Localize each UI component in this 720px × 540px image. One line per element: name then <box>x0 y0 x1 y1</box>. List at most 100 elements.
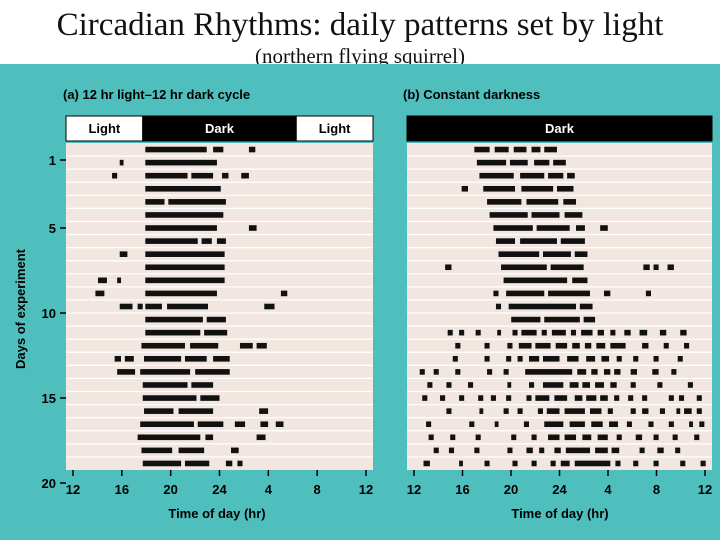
panel-b-activity-bar <box>564 434 577 441</box>
panel-a-activity-bar <box>140 369 191 375</box>
panel-b-title: (b) Constant darkness <box>403 87 540 102</box>
panel-b-xlabel: Time of day (hr) <box>511 506 608 521</box>
panel-b-activity-bar <box>531 146 541 153</box>
panel-b-activity-bar <box>546 408 560 414</box>
panel-b-activity-bar <box>520 172 545 179</box>
panel-b-activity-bar <box>541 329 547 336</box>
panel-b-activity-bar <box>572 342 580 349</box>
panel-b-activity-bar <box>564 212 583 218</box>
panel-b-activity-bar <box>616 434 622 441</box>
panel-b-activity-bar <box>422 395 428 401</box>
panel-b-activity-bar <box>663 342 669 349</box>
panel-b-activity-bar <box>535 395 550 401</box>
panel-b-activity-bar <box>529 382 535 388</box>
panel-b-activity-bar <box>531 460 537 467</box>
panel-b-activity-bar <box>550 460 556 467</box>
panel-a-activity-bar <box>280 290 288 297</box>
panel-a-activity-bar <box>248 225 257 231</box>
panel-a-activity-bar <box>145 238 198 244</box>
panel-a-activity-bar <box>213 356 230 362</box>
panel-b-activity-bar <box>642 342 649 349</box>
panel-a-y-tick-label: 10 <box>42 306 56 321</box>
panel-b-activity-bar <box>495 238 516 244</box>
panel-b-x-tick-label: 8 <box>653 482 660 497</box>
panel-b-activity-bar <box>512 329 518 336</box>
panel-b-activity-bar <box>455 369 461 375</box>
panel-a-activity-bar <box>137 303 143 310</box>
panel-a-activity-bar <box>204 329 228 336</box>
panel-b-activity-bar <box>581 329 593 336</box>
panel-a-activity-bar <box>260 421 269 428</box>
panel-a-x-tick-label: 4 <box>265 482 273 497</box>
panel-b-activity-bar <box>501 264 547 271</box>
panel-b-activity-bar <box>591 421 603 428</box>
panel-b-activity-bar <box>603 369 611 375</box>
panel-b-activity-bar <box>564 408 585 414</box>
panel-b-activity-bar <box>495 303 502 310</box>
actogram-figure: (a) 12 hr light–12 hr dark cycle Time of… <box>0 64 720 540</box>
panel-a-activity-bar <box>145 264 225 271</box>
panel-b-activity-bar <box>597 329 604 336</box>
panel-b-activity-bar <box>653 434 659 441</box>
panel-b-activity-bar <box>677 356 683 362</box>
panel-b-activity-bar <box>700 460 706 467</box>
panel-a-activity-bar <box>97 277 107 284</box>
panel-a-activity-bar <box>145 212 224 218</box>
panel-b-activity-bar <box>484 356 490 362</box>
panel-a-activity-bar <box>234 421 246 428</box>
panel-b-activity-bar <box>476 159 507 166</box>
panel-b-activity-bar <box>531 434 537 441</box>
panel-b-activity-bar <box>630 382 636 388</box>
panel-a-activity-bar <box>114 356 122 362</box>
panel-b-activity-bar <box>512 460 518 467</box>
panel-a-activity-bar <box>167 303 208 310</box>
panel-a-activity-bar <box>145 225 217 231</box>
panel-b-activity-bar <box>507 342 513 349</box>
panel-b-activity-bar <box>534 159 550 166</box>
panel-b-activity-bar <box>595 382 604 388</box>
panel-b-activity-bar <box>652 369 659 375</box>
panel-a-x-tick-label: 20 <box>163 482 177 497</box>
panel-a-y-tick-label: 15 <box>42 391 56 406</box>
panel-a-activity-bar <box>145 159 217 166</box>
panel-b-activity-bar <box>675 447 681 454</box>
panel-b-activity-bar <box>535 342 551 349</box>
panel-b-activity-bar <box>601 356 610 362</box>
panel-b-activity-bar <box>484 342 490 349</box>
panel-a-bar-segment <box>142 115 297 142</box>
panel-b-activity-bar <box>678 395 685 401</box>
panel-b-activity-bar <box>591 369 598 375</box>
panel-b-activity-bar <box>600 225 608 231</box>
panel-a-activity-bar <box>142 395 197 401</box>
panel-b-activity-bar <box>659 408 665 414</box>
panel-b-activity-bar <box>508 303 577 310</box>
panel-a-activity-bar <box>95 290 105 297</box>
panel-b-activity-bar <box>517 356 523 362</box>
panel-a-x-tick-label: 8 <box>314 482 321 497</box>
panel-b-activity-bar <box>427 382 433 388</box>
panel-a-x-tick-label: 12 <box>66 482 80 497</box>
panel-b-activity-bar <box>642 408 649 414</box>
panel-b-activity-bar <box>576 225 585 231</box>
panel-b-activity-bar <box>574 395 583 401</box>
panel-b-activity-bar <box>446 382 452 388</box>
panel-a-activity-bar <box>117 369 136 375</box>
panel-b-activity-bar <box>526 395 532 401</box>
panel-a-activity-bar <box>248 146 256 153</box>
panel-b-activity-bar <box>574 251 588 257</box>
panel-b-activity-bar <box>479 172 514 179</box>
panel-a-activity-bar <box>124 356 134 362</box>
panel-b-activity-bar <box>611 447 620 454</box>
panel-b-activity-bar <box>590 408 602 414</box>
panel-b: (b) Constant darkness Time of day (hr) D… <box>403 87 713 521</box>
panel-a-activity-bar <box>191 382 214 388</box>
panel-a-title: (a) 12 hr light–12 hr dark cycle <box>63 87 250 102</box>
panel-b-activity-bar <box>489 212 528 218</box>
panel-b-activity-bar <box>548 290 590 297</box>
panel-a-activity-bar <box>140 421 194 428</box>
panel-b-activity-bar <box>459 395 465 401</box>
panel-b-activity-bar <box>479 408 484 414</box>
panel-a-xlabel: Time of day (hr) <box>168 506 265 521</box>
panel-b-activity-bar <box>657 382 663 388</box>
panel-a-activity-bar <box>145 290 217 297</box>
